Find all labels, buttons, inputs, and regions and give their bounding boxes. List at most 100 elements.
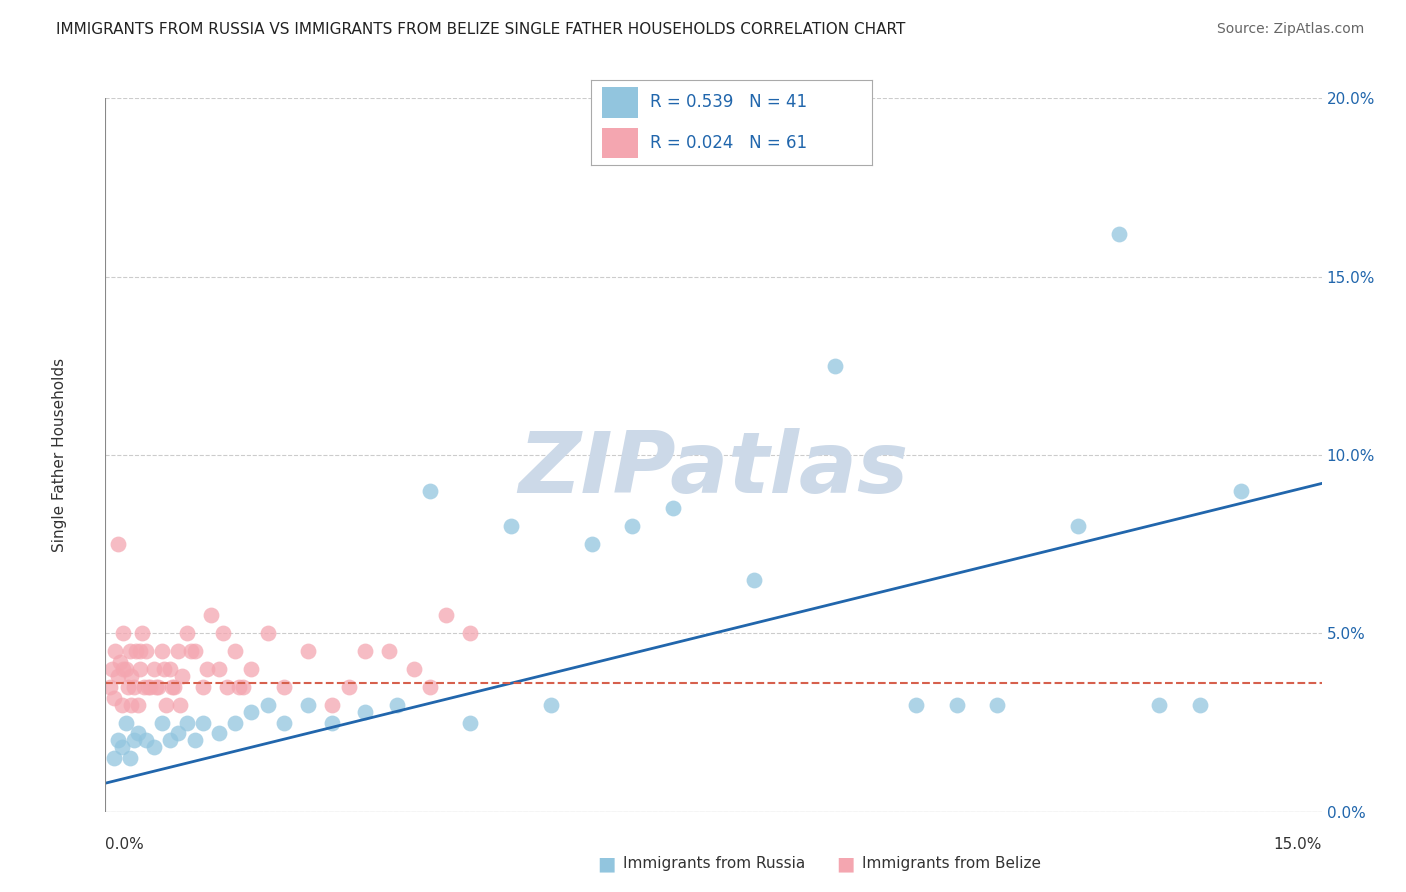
Point [581,537,603,551]
Point [139,680,162,694]
Point [128,644,150,658]
Point [163,680,186,694]
Point [112,626,135,640]
Point [125,644,148,658]
Point [297,698,319,712]
Point [986,698,1008,712]
Point [273,715,295,730]
Text: ■: ■ [837,854,855,873]
Text: IMMIGRANTS FROM RUSSIA VS IMMIGRANTS FROM BELIZE SINGLE FATHER HOUSEHOLDS CORREL: IMMIGRANTS FROM RUSSIA VS IMMIGRANTS FRO… [56,22,905,37]
Point [1189,698,1212,712]
Point [120,669,142,683]
Point [167,644,190,658]
Point [153,662,176,676]
Point [136,680,159,694]
Point [122,680,145,694]
Point [662,501,685,516]
Point [378,644,401,658]
Point [127,698,149,712]
Point [176,626,198,640]
Point [150,715,173,730]
Point [419,680,441,694]
Point [114,662,136,676]
Point [169,698,191,712]
Point [458,626,481,640]
Point [354,644,377,658]
Point [200,608,222,623]
Point [1229,483,1251,498]
Point [905,698,928,712]
Point [458,715,481,730]
Point [212,626,235,640]
Point [160,680,183,694]
Point [111,740,134,755]
Point [208,726,231,740]
Point [107,537,129,551]
Point [107,669,129,683]
Point [143,662,166,676]
Point [824,359,846,373]
Point [240,662,263,676]
Point [256,626,278,640]
Point [98,680,121,694]
Point [945,698,967,712]
Text: R = 0.539   N = 41: R = 0.539 N = 41 [650,94,807,112]
Point [135,644,157,658]
Point [540,698,562,712]
Point [195,662,218,676]
Point [419,483,441,498]
Point [1149,698,1171,712]
Point [118,751,141,765]
Point [354,705,377,719]
Point [114,715,136,730]
Point [127,726,149,740]
Point [143,740,166,755]
Point [104,644,127,658]
Text: R = 0.024   N = 61: R = 0.024 N = 61 [650,134,807,152]
Point [112,662,135,676]
Point [273,680,295,694]
Bar [602,128,638,158]
Point [240,705,263,719]
Point [117,680,139,694]
Point [120,698,142,712]
Text: ZIPatlas: ZIPatlas [519,427,908,511]
Point [155,698,177,712]
Point [1067,519,1090,533]
Point [159,733,181,747]
Point [228,680,250,694]
Point [111,698,134,712]
Point [118,644,141,658]
Text: 0.0%: 0.0% [105,837,145,852]
Point [134,680,156,694]
Text: ■: ■ [598,854,616,873]
Point [135,733,157,747]
Point [434,608,457,623]
Point [146,680,169,694]
Point [387,698,409,712]
Point [1108,227,1130,241]
Point [103,690,125,705]
Point [122,733,145,747]
Point [183,644,205,658]
Point [150,644,173,658]
Point [107,733,129,747]
Point [321,698,343,712]
Point [128,662,150,676]
Point [217,680,239,694]
Point [232,680,254,694]
Point [224,715,246,730]
Bar [602,87,638,118]
Point [224,644,246,658]
Text: Source: ZipAtlas.com: Source: ZipAtlas.com [1216,22,1364,37]
Point [101,662,124,676]
Text: Immigrants from Belize: Immigrants from Belize [862,856,1040,871]
Point [621,519,644,533]
Point [108,655,131,669]
Point [176,715,198,730]
Point [208,662,231,676]
Point [337,680,360,694]
Point [103,751,125,765]
Point [742,573,765,587]
Point [145,680,167,694]
